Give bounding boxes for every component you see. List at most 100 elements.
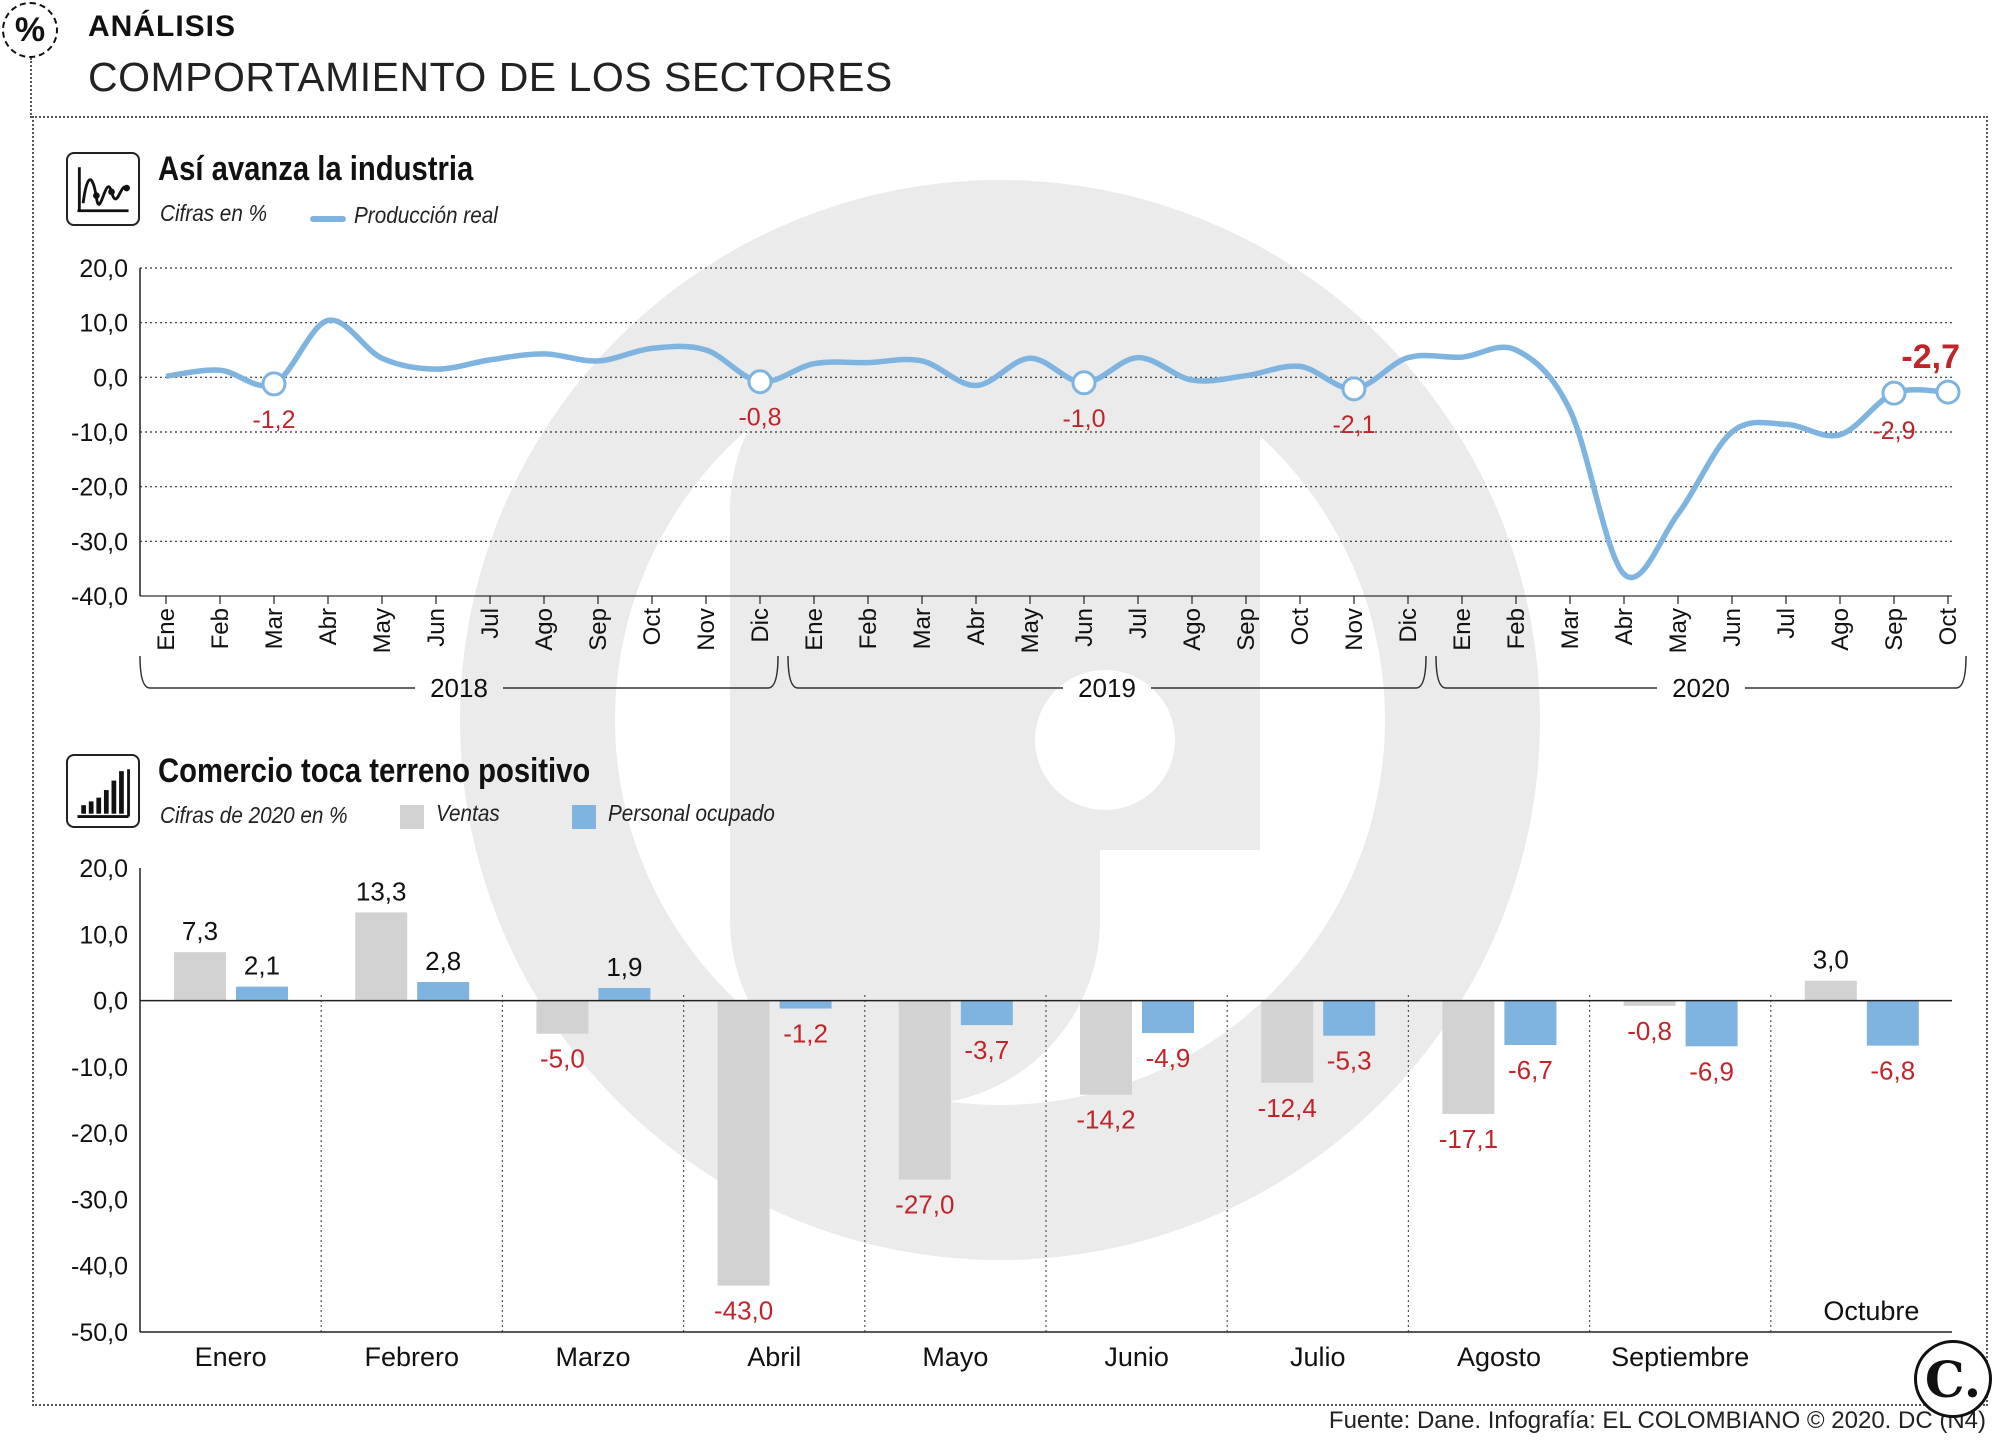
panel2-legend: Ventas Personal ocupado xyxy=(400,800,794,829)
bar-ventas xyxy=(1080,1000,1132,1095)
category-label: Enero xyxy=(195,1342,267,1372)
data-label: -2,9 xyxy=(1872,417,1915,445)
category-label: Agosto xyxy=(1457,1342,1541,1372)
bar-value-label: 1,9 xyxy=(606,952,642,982)
x-tick-label: Dic xyxy=(1395,608,1422,643)
highlight-point xyxy=(1341,376,1367,402)
x-tick-label: Sep xyxy=(1881,608,1908,651)
bar-value-label: 2,1 xyxy=(244,951,280,981)
bar-value-label: -27,0 xyxy=(895,1190,954,1220)
y-tick-label: -50,0 xyxy=(71,1319,128,1347)
year-label: 2018 xyxy=(430,673,488,703)
x-tick-label: Jul xyxy=(1125,608,1152,639)
highlight-point xyxy=(1071,370,1097,396)
x-tick-label: Ene xyxy=(801,608,828,651)
x-tick-label: Feb xyxy=(1503,608,1530,649)
watermark-logo-icon xyxy=(460,180,1540,1260)
y-tick-label: -10,0 xyxy=(71,419,128,447)
x-tick-label: Nov xyxy=(693,608,720,651)
bar-chart-icon xyxy=(66,754,140,828)
bar-personal-ocupado xyxy=(1685,1000,1738,1047)
y-tick-label: 0,0 xyxy=(93,364,128,392)
bar-value-label: 7,3 xyxy=(182,916,218,946)
bar-value-label: 3,0 xyxy=(1813,945,1849,975)
bar-value-label: -5,0 xyxy=(540,1044,585,1074)
x-tick-label: Jun xyxy=(1071,608,1098,647)
category-label: Septiembre xyxy=(1611,1342,1749,1372)
bar-value-label: -1,2 xyxy=(783,1019,828,1049)
y-tick-label: 20,0 xyxy=(79,855,128,883)
bar-ventas xyxy=(1442,1000,1495,1114)
bar-ventas xyxy=(898,1000,951,1180)
line-chart-icon xyxy=(66,152,140,226)
header: % ANÁLISIS COMPORTAMIENTO DE LOS SECTORE… xyxy=(0,0,2000,110)
data-label-latest: -2,7 xyxy=(1901,338,1960,376)
data-label: -1,0 xyxy=(1062,405,1105,433)
panel1-title: Así avanza la industria xyxy=(158,150,474,188)
brand-logo-icon: C. xyxy=(1914,1340,1992,1418)
bar-personal-ocupado xyxy=(960,1000,1013,1026)
bar-personal-ocupado xyxy=(417,982,470,1001)
x-tick-label: Jul xyxy=(477,608,504,639)
category-label: Abril xyxy=(747,1342,801,1372)
x-tick-label: Oct xyxy=(1935,608,1962,646)
category-label: Marzo xyxy=(555,1342,630,1372)
bar-value-label: -6,8 xyxy=(1870,1056,1915,1086)
x-tick-label: Jul xyxy=(1773,608,1800,639)
bar-value-label: 2,8 xyxy=(425,946,461,976)
y-tick-label: 20,0 xyxy=(79,255,128,283)
year-label: 2019 xyxy=(1078,673,1136,703)
x-tick-label: Oct xyxy=(639,608,666,646)
x-tick-label: Ago xyxy=(531,608,558,651)
x-tick-label: Jun xyxy=(423,608,450,647)
y-tick-label: -20,0 xyxy=(71,1120,128,1148)
bar-value-label: -5,3 xyxy=(1327,1046,1372,1076)
bar-ventas xyxy=(1261,1000,1314,1083)
year-bracket xyxy=(787,655,1427,689)
legend-label-personal: Personal ocupado xyxy=(608,800,776,826)
y-tick-label: -30,0 xyxy=(71,528,128,556)
panel1-subtitle: Cifras en % xyxy=(160,200,267,226)
bar-personal-ocupado xyxy=(598,987,651,1001)
x-tick-label: May xyxy=(1665,608,1692,653)
highlight-point xyxy=(1881,380,1907,406)
category-label: Octubre xyxy=(1823,1296,1919,1326)
y-tick-label: -40,0 xyxy=(71,1253,128,1281)
bar-value-label: -12,4 xyxy=(1258,1093,1317,1123)
page-title: COMPORTAMIENTO DE LOS SECTORES xyxy=(88,54,893,100)
industry-line-chart: 20,0 10,0 0,0 -10,0 -20,0 -30,0 -40,0 Ene Feb Mar… xyxy=(71,255,1967,703)
bar-value-label: -14,2 xyxy=(1076,1105,1135,1135)
x-tick-label: Sep xyxy=(1233,608,1260,651)
section-kicker: ANÁLISIS xyxy=(88,10,237,43)
bar-personal-ocupado xyxy=(1866,1000,1919,1046)
x-tick-label: Feb xyxy=(207,608,234,649)
highlight-point xyxy=(1935,379,1961,405)
year-label: 2020 xyxy=(1672,673,1730,703)
bar-value-label: 13,3 xyxy=(356,876,407,906)
data-label: -2,1 xyxy=(1332,411,1375,439)
percent-badge-icon: % xyxy=(2,2,58,58)
legend-line-swatch xyxy=(310,215,346,222)
y-tick-label: -20,0 xyxy=(71,474,128,502)
x-tick-label: Abr xyxy=(1611,608,1638,645)
x-tick-label: Nov xyxy=(1341,608,1368,651)
data-label: -0,8 xyxy=(738,404,781,432)
bar-value-label: -6,9 xyxy=(1689,1056,1734,1086)
bar-personal-ocupado xyxy=(779,1000,832,1009)
x-tick-label: Jun xyxy=(1719,608,1746,647)
panel2-title: Comercio toca terreno positivo xyxy=(158,752,591,790)
category-label: Junio xyxy=(1104,1342,1169,1372)
x-tick-label: Abr xyxy=(963,608,990,645)
header-rule xyxy=(30,58,32,118)
bar-ventas xyxy=(536,1000,589,1034)
x-tick-label: Ago xyxy=(1827,608,1854,651)
x-tick-label: Mar xyxy=(909,608,936,649)
x-tick-label: Mar xyxy=(1557,608,1584,649)
bar-ventas xyxy=(174,952,226,1001)
bar-personal-ocupado xyxy=(1142,1000,1194,1034)
bar-ventas xyxy=(355,912,408,1001)
bar-ventas xyxy=(1623,1000,1676,1006)
bar-value-label: -4,9 xyxy=(1146,1043,1191,1073)
data-label: -1,2 xyxy=(252,406,295,434)
